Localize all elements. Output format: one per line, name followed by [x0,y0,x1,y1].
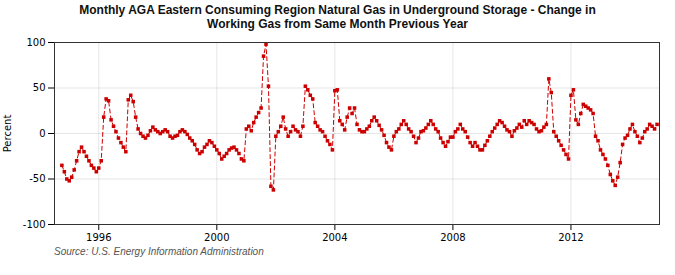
svg-text:2012: 2012 [558,231,583,242]
svg-text:1996: 1996 [86,231,111,242]
svg-text:50: 50 [33,82,46,93]
svg-text:-100: -100 [23,218,46,229]
svg-text:100: 100 [26,36,45,47]
svg-text:2008: 2008 [440,231,465,242]
svg-text:0: 0 [39,127,45,138]
html-text:Source: U.S. Energy Informatio: Source: U.S. Energy Information Administ… [54,245,264,257]
svg-text:2000: 2000 [204,231,229,242]
svg-text:-50: -50 [29,173,45,184]
svg-text:2004: 2004 [322,231,347,242]
html-text:Monthly AGA Eastern Consuming: Monthly AGA Eastern Consuming Region Nat… [79,3,596,32]
svg-text:Percent: Percent [2,114,13,152]
